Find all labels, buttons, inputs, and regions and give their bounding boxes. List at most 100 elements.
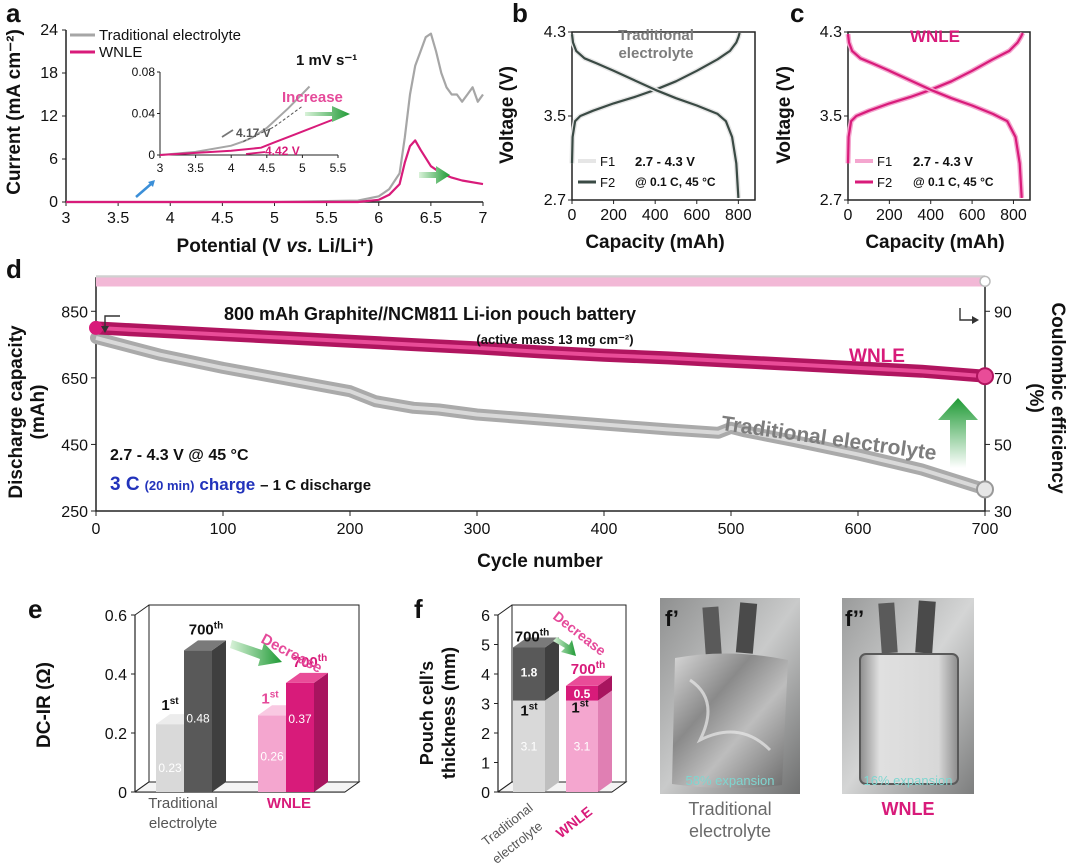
panel-a-y-ticks: 0 6 12 18 24 [40,22,66,211]
y-tick-label: 5 [481,638,490,655]
panel-b-voltage-range: 2.7 - 4.3 V [635,154,695,169]
panel-f-y-axis-label-line1: Pouch cell’s [417,661,437,765]
panel-e: e 0 0.2 0.4 0.6 0.23 0.48 0.26 0.37 1st 700th 1st… [28,594,361,832]
x-tick-label: 3.5 [107,210,129,227]
bar-traditional-1st-front [156,724,184,792]
photo1-caption-line1: Traditional [688,799,771,819]
bar-wnle-1st-front [258,715,286,792]
panel-d-y-left-label-line1: Discharge capacity [6,325,27,499]
pouch-wrinkle [689,678,772,752]
y-right-tick-label: 30 [994,504,1012,521]
panel-e-y-axis-label: DC-IR (Ω) [34,662,55,748]
y-right-tick-label: 70 [994,371,1012,388]
bar-wnle-700th-top [286,672,328,683]
series-line-traditional [66,32,484,204]
panel-d-y-right-label-line2: (%) [1025,383,1046,413]
x-tick-label: 200 [337,521,364,538]
inset-onset-tangent [243,105,303,142]
capacity-wnle-end-marker [976,367,994,386]
panel-f-decrease-arrow-icon [553,637,576,656]
bar-wnle-1st-front [566,700,598,792]
x-tick-label: 300 [464,521,491,538]
y-left-tick-label: 850 [61,304,88,321]
capacity-wnle-start-marker [89,320,103,335]
x-tick-label: 5 [270,210,279,227]
panel-b-x-axis-label: Capacity (mAh) [585,232,724,253]
tab-right [735,602,758,654]
inset-label-4-17: 4.17 V [236,126,271,140]
panel-d-series [89,275,994,499]
panel-c-x-axis-label: Capacity (mAh) [865,232,1004,253]
x-tick-label: 600 [845,521,872,538]
panel-d-y-left-label-line2: (mAh) [28,385,49,440]
inset-x-tick-label: 5.5 [330,161,347,175]
left-axis-pointer-head-icon [101,326,109,333]
x-tick-label: 400 [591,521,618,538]
y-tick-label: 0 [118,785,127,802]
panel-a-x-ticks: 3 3.5 4 4.5 5 5.5 6 6.5 7 [62,202,488,227]
scan-rate-label: 1 mV s⁻¹ [296,52,357,69]
panel-b-condition: @ 0.1 C, 45 °C [635,175,716,189]
photo-traditional-pouch: 58% expansion f’ Traditional electrolyte [660,598,800,841]
panel-e-category-wnle: WNLE [267,795,311,812]
panel-f-category-wnle: WNLE [553,803,595,841]
panel-label-a: a [6,0,21,28]
y-tick-label: 4 [481,667,490,684]
x-tick-label: 700 [972,521,999,538]
legend-label-f2: F2 [877,175,892,190]
series-f2-discharge [846,33,1023,198]
bar-traditional-700th-top [513,637,559,648]
panel-label-f1: f’ [665,606,679,631]
bar-wnle-700th-front [286,682,314,792]
value-label-wnle-1st: 0.26 [260,749,284,763]
series-line-wnle [66,139,484,204]
inset-callout-wnle-icon [245,151,266,155]
ce-end-marker [979,275,991,288]
capacity-traditional-end-marker [976,480,994,499]
tab-left [878,602,898,654]
y-right-tick-label: 90 [994,304,1012,321]
bar-wnle-700th-side [314,672,328,792]
panel-d-y-right-label-line1: Coulombic efficiency [1047,302,1068,494]
value-label-wnle-700th: 0.37 [288,712,312,726]
back-edge [134,604,150,616]
y-tick-label: 3 [481,697,490,714]
pouch-body [672,653,788,789]
x-tick-label: 800 [1000,207,1027,224]
x-tick-label: 6 [374,210,383,227]
y-tick-label: 6 [49,151,58,168]
panel-b-title-line1: Traditional [618,27,694,44]
panel-e-decrease-arrow-icon [230,640,282,666]
y-left-tick-label: 450 [61,437,88,454]
bar-traditional-700th-side [212,640,226,792]
inset-pointer-arrow-head-icon [148,180,155,187]
inset-y-tick-label: 0 [148,148,155,162]
panel-label-f: f [414,594,423,624]
y-tick-label: 2 [481,726,490,743]
x-tick-label: 400 [642,207,669,224]
panel-c-series [845,31,1026,199]
bar-wnle-1st-side [598,690,612,792]
panel-d: d 0 100 200 300 400 500 600 700 250 450 650 850 30 50… [6,254,1068,572]
y-tick-label: 18 [40,65,58,82]
x-tick-label: 400 [917,207,944,224]
photo1-caption-line2: electrolyte [689,821,771,841]
panel-label-e: e [28,594,42,624]
label-traditional-electrolyte: Traditional electrolyte [720,412,938,465]
series-label-700th-wnle: 700th [571,660,605,678]
bar-traditional-700th-front [184,650,212,792]
bar-traditional-700th-top [184,640,226,651]
back-edge [497,604,513,616]
bar-wnle-700th-side [598,675,612,701]
right-axis-pointer-head-icon [972,316,979,324]
x-tick-label: 7 [479,210,488,227]
y-tick-label: 0.6 [105,608,127,625]
y-tick-label: 0.4 [105,667,127,684]
legend-label-f1: F1 [600,154,615,169]
panel-e-category-traditional-line2: electrolyte [149,815,217,832]
x-tick-label: 100 [210,521,237,538]
panel-label-c: c [790,0,804,28]
shift-arrow-icon [419,166,450,184]
